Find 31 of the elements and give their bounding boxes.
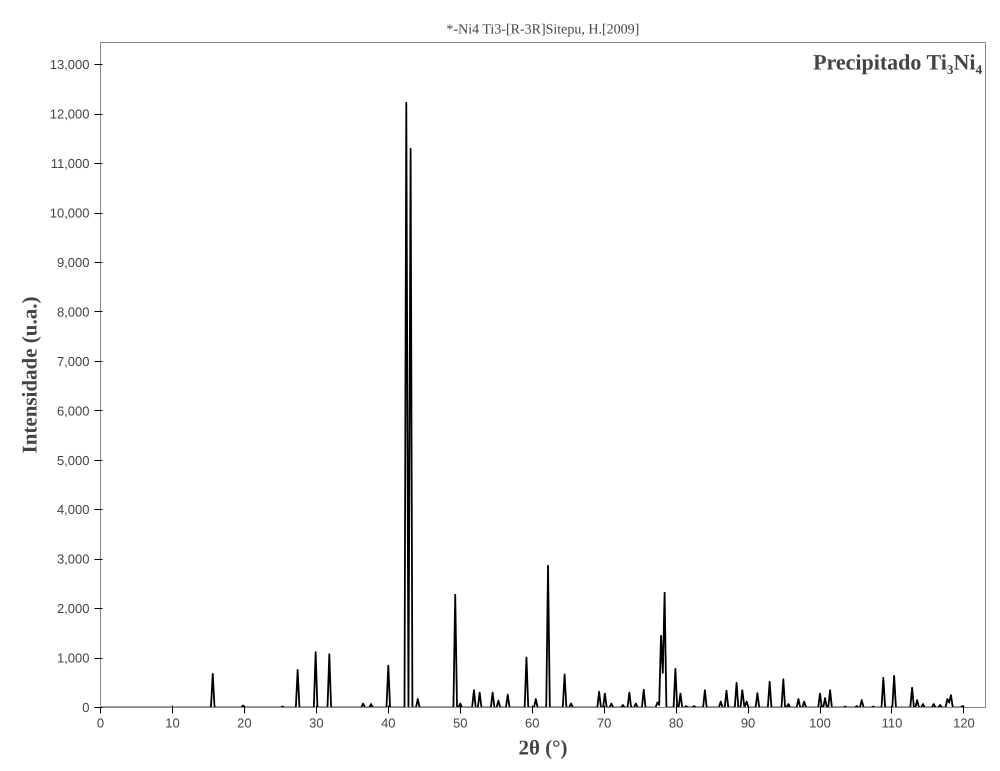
x-tick-label: 40 — [381, 716, 396, 730]
y-tick-label: 12,000 — [50, 106, 90, 122]
x-tick-label: 0 — [96, 716, 104, 730]
x-tick-label: 20 — [237, 716, 252, 730]
y-tick-label: 1,000 — [56, 650, 90, 666]
y-tick-label: 7,000 — [56, 354, 90, 369]
x-tick-label: 120 — [953, 716, 975, 730]
x-tick-label: 110 — [882, 716, 902, 730]
x-tick-label: 60 — [524, 716, 540, 730]
x-tick-label: 80 — [668, 716, 684, 730]
y-tick-label: 0 — [82, 700, 90, 715]
y-tick-label: 6,000 — [56, 403, 90, 418]
x-tick-label: 70 — [596, 716, 612, 730]
y-tick-label: 2,000 — [56, 601, 90, 616]
x-tick-label: 30 — [309, 716, 324, 730]
x-tick-label: 100 — [809, 716, 831, 730]
chart-title: *-Ni4 Ti3-[R-3R]Sitepu, H.[2009] — [446, 22, 640, 38]
y-tick-label: 10,000 — [50, 206, 90, 221]
y-tick-label: 9,000 — [56, 255, 90, 270]
y-tick-label: 13,000 — [50, 57, 90, 72]
y-axis-title: Intensidade (u.a.) — [18, 296, 42, 454]
y-tick-label: 4,000 — [56, 502, 90, 518]
x-axis-title: 2θ (°) — [518, 736, 568, 760]
y-tick-label: 8,000 — [56, 304, 90, 320]
x-tick-label: 90 — [740, 716, 756, 730]
y-tick-label: 5,000 — [56, 452, 90, 468]
annotation: Precipitado Ti₃Ni₄ — [813, 50, 983, 74]
x-tick-label: 10 — [165, 716, 180, 730]
y-tick-label: 3,000 — [56, 552, 90, 567]
y-tick-label: 11,000 — [50, 156, 90, 172]
x-tick-label: 50 — [453, 716, 468, 730]
